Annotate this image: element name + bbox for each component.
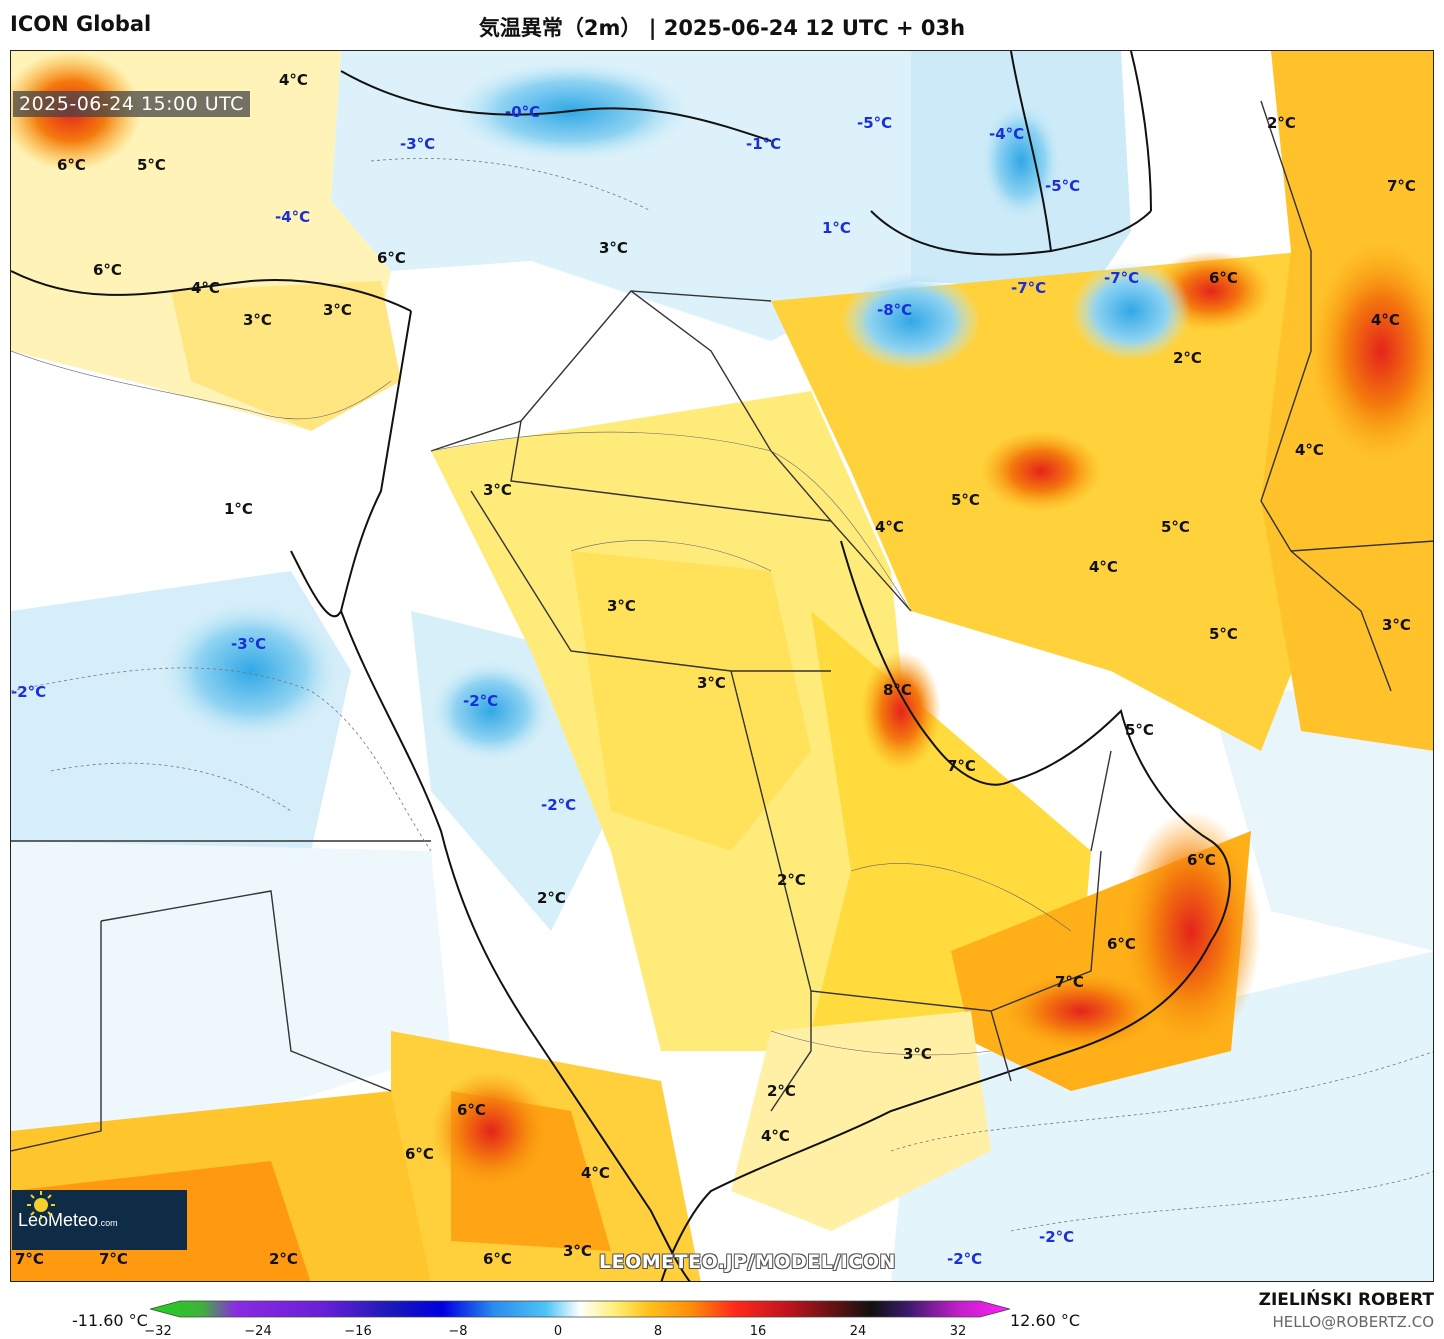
anomaly-label: -2°C bbox=[11, 683, 47, 701]
anomaly-label: 5°C bbox=[137, 156, 166, 174]
anomaly-label: 3°C bbox=[903, 1045, 932, 1063]
map-title: 気温異常（2m） | 2025-06-24 12 UTC + 03h bbox=[478, 16, 966, 40]
anomaly-label: 2°C bbox=[777, 871, 806, 889]
anomaly-label: 5°C bbox=[1125, 721, 1154, 739]
anomaly-label: 4°C bbox=[875, 518, 904, 536]
anomaly-label: -2°C bbox=[541, 796, 577, 814]
anomaly-label: 6°C bbox=[377, 249, 406, 267]
anomaly-label: -3°C bbox=[400, 135, 436, 153]
anomaly-label: -7°C bbox=[1104, 269, 1140, 287]
anomaly-label: 4°C bbox=[191, 279, 220, 297]
anomaly-label: 4°C bbox=[279, 71, 308, 89]
map-panel[interactable]: 2025-06-24 15:00 UTC 4°C 6°C 5°C -3°C -0°C -1… bbox=[10, 50, 1434, 1282]
anomaly-label: 4°C bbox=[1371, 311, 1400, 329]
colorbar-min-value: -11.60 °C bbox=[72, 1311, 148, 1330]
anomaly-label: 3°C bbox=[243, 311, 272, 329]
anomaly-label: 6°C bbox=[93, 261, 122, 279]
colorbar-tick: −32 bbox=[144, 1324, 172, 1339]
colorbar-tick: 8 bbox=[653, 1324, 663, 1339]
anomaly-label: 3°C bbox=[563, 1242, 592, 1260]
anomaly-label: 5°C bbox=[951, 491, 980, 509]
colorbar-tick: −16 bbox=[344, 1324, 372, 1339]
anomaly-label: 6°C bbox=[457, 1101, 486, 1119]
anomaly-field bbox=[11, 51, 1433, 1281]
leometeo-logo[interactable]: LeoMeteo.com bbox=[12, 1190, 187, 1250]
anomaly-label: 2°C bbox=[1173, 349, 1202, 367]
author-email[interactable]: HELLO@ROBERTZ.CO bbox=[1272, 1313, 1434, 1331]
anomaly-label: -2°C bbox=[1039, 1228, 1075, 1246]
anomaly-label: 6°C bbox=[483, 1250, 512, 1268]
anomaly-label: -3°C bbox=[231, 635, 267, 653]
anomaly-label: 4°C bbox=[761, 1127, 790, 1145]
colorbar-tick: 24 bbox=[849, 1324, 867, 1339]
colorbar bbox=[150, 1300, 1010, 1318]
anomaly-label: 7°C bbox=[15, 1250, 44, 1268]
anomaly-label: -0°C bbox=[505, 103, 541, 121]
colorbar-max-value: 12.60 °C bbox=[1010, 1311, 1081, 1330]
anomaly-label: -2°C bbox=[463, 692, 499, 710]
anomaly-label: 1°C bbox=[822, 219, 851, 237]
source-watermark: LEOMETEO.JP/MODEL/ICON bbox=[599, 1251, 896, 1273]
anomaly-label: 3°C bbox=[599, 239, 628, 257]
anomaly-label: 5°C bbox=[1209, 625, 1238, 643]
anomaly-label: 3°C bbox=[483, 481, 512, 499]
anomaly-label: 4°C bbox=[1295, 441, 1324, 459]
anomaly-label: 2°C bbox=[767, 1082, 796, 1100]
anomaly-label: 7°C bbox=[99, 1250, 128, 1268]
author-name: ZIELIŃSKI ROBERT bbox=[1258, 1290, 1434, 1310]
anomaly-label: 4°C bbox=[581, 1164, 610, 1182]
anomaly-label: 3°C bbox=[1382, 616, 1411, 634]
colorbar-tick: −24 bbox=[244, 1324, 272, 1339]
anomaly-label: 6°C bbox=[1187, 851, 1216, 869]
anomaly-label: 5°C bbox=[1161, 518, 1190, 536]
anomaly-label: 6°C bbox=[1107, 935, 1136, 953]
sun-icon bbox=[27, 1191, 55, 1219]
colorbar-tick: 16 bbox=[749, 1324, 767, 1339]
colorbar-tick: 0 bbox=[553, 1324, 563, 1339]
anomaly-label: -4°C bbox=[989, 125, 1025, 143]
anomaly-label: -7°C bbox=[1011, 279, 1047, 297]
anomaly-label: 4°C bbox=[1089, 558, 1118, 576]
anomaly-label: -4°C bbox=[275, 208, 311, 226]
logo-text: LeoMeteo.com bbox=[18, 1209, 118, 1230]
anomaly-label: -5°C bbox=[1045, 177, 1081, 195]
anomaly-label: 6°C bbox=[57, 156, 86, 174]
anomaly-label: 2°C bbox=[269, 1250, 298, 1268]
anomaly-label: 6°C bbox=[405, 1145, 434, 1163]
anomaly-label: 6°C bbox=[1209, 269, 1238, 287]
valid-time-badge: 2025-06-24 15:00 UTC bbox=[13, 91, 250, 117]
anomaly-label: 2°C bbox=[537, 889, 566, 907]
anomaly-label: -5°C bbox=[857, 114, 893, 132]
anomaly-label: 3°C bbox=[607, 597, 636, 615]
anomaly-label: 1°C bbox=[224, 500, 253, 518]
anomaly-label: -8°C bbox=[877, 301, 913, 319]
anomaly-label: 7°C bbox=[1387, 177, 1416, 195]
anomaly-label: 2°C bbox=[1267, 114, 1296, 132]
anomaly-label: 3°C bbox=[323, 301, 352, 319]
model-name: ICON Global bbox=[10, 12, 152, 36]
anomaly-label: -2°C bbox=[947, 1250, 983, 1268]
anomaly-label: 3°C bbox=[697, 674, 726, 692]
colorbar-tick: 32 bbox=[949, 1324, 967, 1339]
colorbar-tick: −8 bbox=[448, 1324, 468, 1339]
anomaly-label: 8°C bbox=[883, 681, 912, 699]
anomaly-label: 7°C bbox=[947, 757, 976, 775]
anomaly-label: 7°C bbox=[1055, 973, 1084, 991]
anomaly-label: -1°C bbox=[746, 135, 782, 153]
